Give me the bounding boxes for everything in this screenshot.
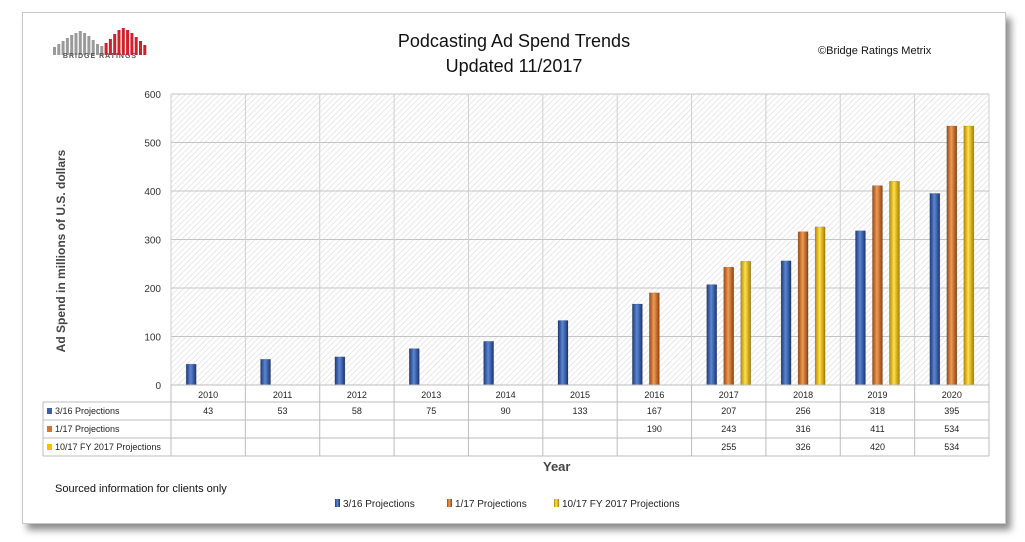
legend-label: 1/17 Projections — [455, 499, 527, 510]
data-label: 133 — [572, 406, 587, 416]
data-label: 53 — [278, 406, 288, 416]
legend-label: 3/16 Projections — [343, 499, 415, 510]
bar-10-17-fy-2017-projections-2019 — [889, 181, 900, 386]
x-tick-label: 2020 — [942, 390, 962, 400]
chart-title-line2: Updated 11/2017 — [445, 56, 583, 76]
bridge-ratings-logo — [51, 27, 149, 63]
table-row-label: 10/17 FY 2017 Projections — [55, 442, 161, 452]
data-label: 243 — [721, 424, 736, 434]
y-tick-label: 200 — [144, 284, 161, 295]
data-label: 43 — [203, 406, 213, 416]
bar-1-17-projections-2020 — [946, 125, 958, 386]
table-legend-key — [47, 408, 52, 414]
data-label: 58 — [352, 406, 362, 416]
data-label: 255 — [721, 442, 736, 452]
y-tick-label: 500 — [144, 139, 161, 150]
x-tick-label: 2013 — [421, 390, 441, 400]
x-axis-label: Year — [543, 459, 571, 474]
logo-text: BRIDGE RATINGS — [62, 53, 138, 60]
table-legend-key — [47, 426, 52, 432]
data-label: 534 — [944, 424, 959, 434]
table-row-label: 3/16 Projections — [55, 406, 120, 416]
legend-label: 10/17 FY 2017 Projections — [562, 499, 680, 510]
x-tick-label: 2011 — [273, 390, 292, 400]
bar-1-17-projections-2018 — [797, 231, 809, 386]
data-label: 75 — [426, 406, 436, 416]
data-label: 411 — [870, 424, 884, 434]
bar-3-16-projections-2015 — [557, 320, 569, 386]
x-tick-label: 2017 — [719, 390, 739, 400]
legend-swatch — [335, 499, 340, 507]
x-tick-label: 2015 — [570, 390, 590, 400]
bar-1-17-projections-2017 — [723, 266, 734, 386]
table-row-label: 1/17 Projections — [55, 424, 120, 434]
bar-3-16-projections-2018 — [780, 260, 792, 386]
bar-3-16-projections-2017 — [706, 284, 717, 386]
y-tick-label: 300 — [144, 236, 161, 247]
bar-1-17-projections-2016 — [649, 292, 660, 386]
x-tick-label: 2018 — [793, 390, 813, 400]
data-label: 534 — [944, 442, 959, 452]
y-tick-label: 400 — [144, 187, 161, 198]
bar-3-16-projections-2013 — [409, 348, 420, 386]
bar-chart: 0 100 200 300 400 500 600 2010 2011 2012 2013 2014… — [42, 90, 990, 510]
legend-swatch — [554, 499, 559, 507]
x-tick-label: 2014 — [496, 390, 516, 400]
copyright-notice: ©Bridge Ratings Metrix — [818, 45, 932, 57]
table-legend-key — [47, 444, 52, 450]
bar-3-16-projections-2019 — [855, 230, 866, 386]
legend-swatch — [447, 499, 452, 507]
data-label: 256 — [796, 406, 811, 416]
bar-10-17-fy-2017-projections-2017 — [740, 261, 751, 386]
y-tick-label: 0 — [155, 381, 161, 392]
data-label: 316 — [796, 424, 811, 434]
y-tick-label: 100 — [144, 333, 161, 344]
bar-3-16-projections-2012 — [334, 356, 346, 386]
data-label: 326 — [796, 442, 811, 452]
data-label: 420 — [870, 442, 885, 452]
bar-3-16-projections-2016 — [632, 303, 643, 386]
data-label: 190 — [647, 424, 662, 434]
data-label: 207 — [721, 406, 736, 416]
data-label: 395 — [944, 406, 959, 416]
x-tick-label: 2010 — [198, 390, 218, 400]
chart-title-line1: Podcasting Ad Spend Trends — [397, 31, 631, 51]
data-label: 90 — [501, 406, 511, 416]
bar-1-17-projections-2019 — [872, 185, 883, 386]
x-tick-label: 2012 — [347, 390, 367, 400]
chart-frame: BRIDGE RATINGS Podcasting Ad Spend Trend… — [22, 12, 1006, 524]
x-tick-label: 2019 — [867, 390, 887, 400]
bar-3-16-projections-2011 — [260, 359, 271, 386]
y-tick-label: 600 — [144, 90, 161, 101]
bar-3-16-projections-2010 — [185, 363, 197, 386]
source-note: Sourced information for clients only — [55, 483, 227, 495]
bar-3-16-projections-2014 — [483, 341, 494, 386]
bar-3-16-projections-2020 — [929, 193, 941, 386]
data-label: 167 — [647, 406, 662, 416]
data-label: 318 — [870, 406, 885, 416]
bar-10-17-fy-2017-projections-2018 — [814, 226, 826, 386]
bar-10-17-fy-2017-projections-2020 — [963, 125, 975, 386]
x-tick-label: 2016 — [644, 390, 664, 400]
